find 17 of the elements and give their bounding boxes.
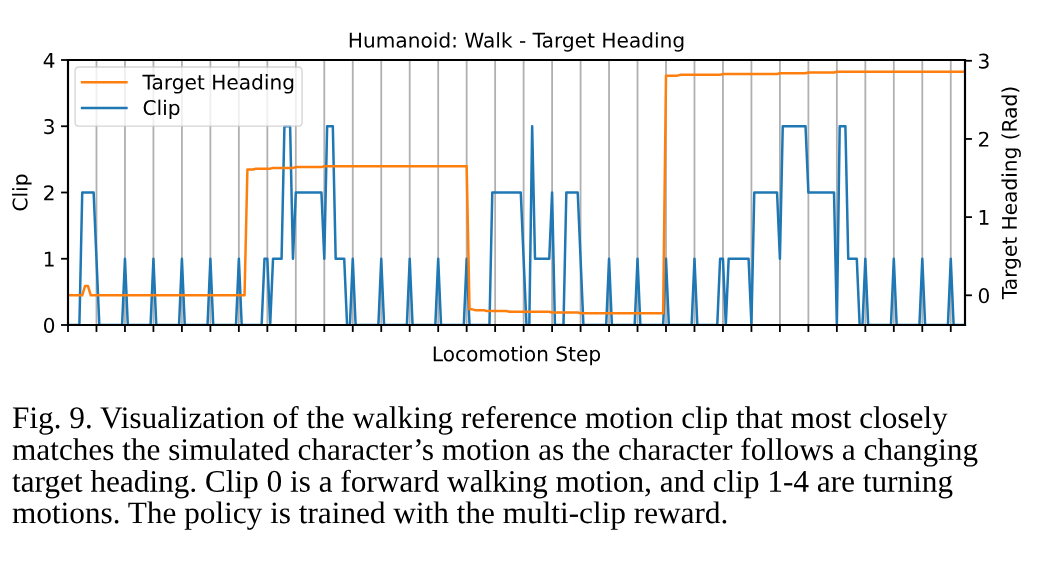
y2-tick-label: 0: [978, 288, 989, 304]
y-tick-label: 1: [44, 251, 54, 267]
caption: Fig. 9. Visualization of the walking reference motion clip that most closely matches the simulated character’s motion as the character follows a changing target heading. Clip 0 is a forward walking motion, and clip 1-4 are turning motions. The policy is trained with the multi-clip reward.: [12, 406, 978, 530]
legend-label: Clip: [143, 99, 180, 120]
y2-tick-label: 1: [979, 210, 989, 225]
chart-title: Humanoid: Walk - Target Heading: [349, 32, 684, 52]
line-series: [68, 70, 965, 315]
y2-tick-label: 3: [979, 53, 989, 69]
y-axis-title: Clip: [12, 174, 32, 211]
y-tick-label: 2: [44, 185, 54, 201]
y-tick-label: 4: [43, 52, 55, 68]
y2-axis-title: Target Heading (Rad): [1001, 87, 1021, 300]
y-tick-label: 3: [44, 118, 54, 135]
y-tick-label: 0: [44, 317, 55, 333]
y2-tick-label: 2: [978, 131, 989, 147]
legend-label: Target Heading: [142, 74, 294, 94]
x-axis-title: Locomotion Step: [433, 345, 601, 366]
